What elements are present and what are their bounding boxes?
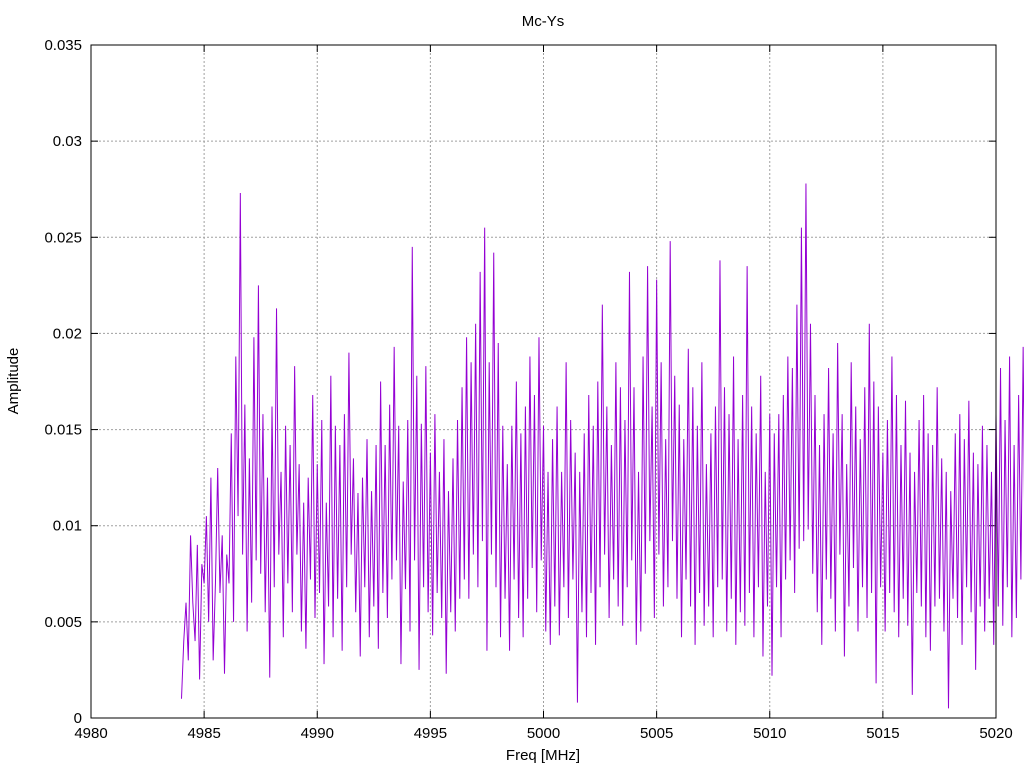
x-tick-label: 5000 xyxy=(527,725,560,742)
y-tick-label: 0.02 xyxy=(53,325,82,342)
plot-series xyxy=(181,183,1024,709)
x-tick-label: 4990 xyxy=(301,725,334,742)
x-tick-label: 4985 xyxy=(187,725,220,742)
x-tick-label: 5015 xyxy=(866,725,899,742)
x-axis-label: Freq [MHz] xyxy=(506,747,580,764)
x-tick-label: 5010 xyxy=(753,725,786,742)
chart-title: Mc-Ys xyxy=(522,13,565,30)
series-line xyxy=(181,183,1024,709)
y-tick-label: 0.025 xyxy=(44,229,82,246)
x-tick-label: 5005 xyxy=(640,725,673,742)
y-axis-label: Amplitude xyxy=(5,348,22,415)
y-tick-label: 0.015 xyxy=(44,422,82,439)
tick-marks xyxy=(90,44,997,719)
tick-labels: 4980 4985 4990 4995 5000 5005 5010 5015 5020 0 0.0… xyxy=(44,37,1012,742)
y-tick-label: 0.01 xyxy=(53,518,82,535)
x-tick-label: 4980 xyxy=(74,725,107,742)
y-tick-label: 0.035 xyxy=(44,37,82,54)
plot-frame xyxy=(90,44,997,719)
x-tick-label: 5020 xyxy=(979,725,1012,742)
y-tick-label: 0.005 xyxy=(44,614,82,631)
y-tick-label: 0 xyxy=(74,710,82,727)
y-tick-label: 0.03 xyxy=(53,133,82,150)
x-tick-label: 4995 xyxy=(414,725,447,742)
